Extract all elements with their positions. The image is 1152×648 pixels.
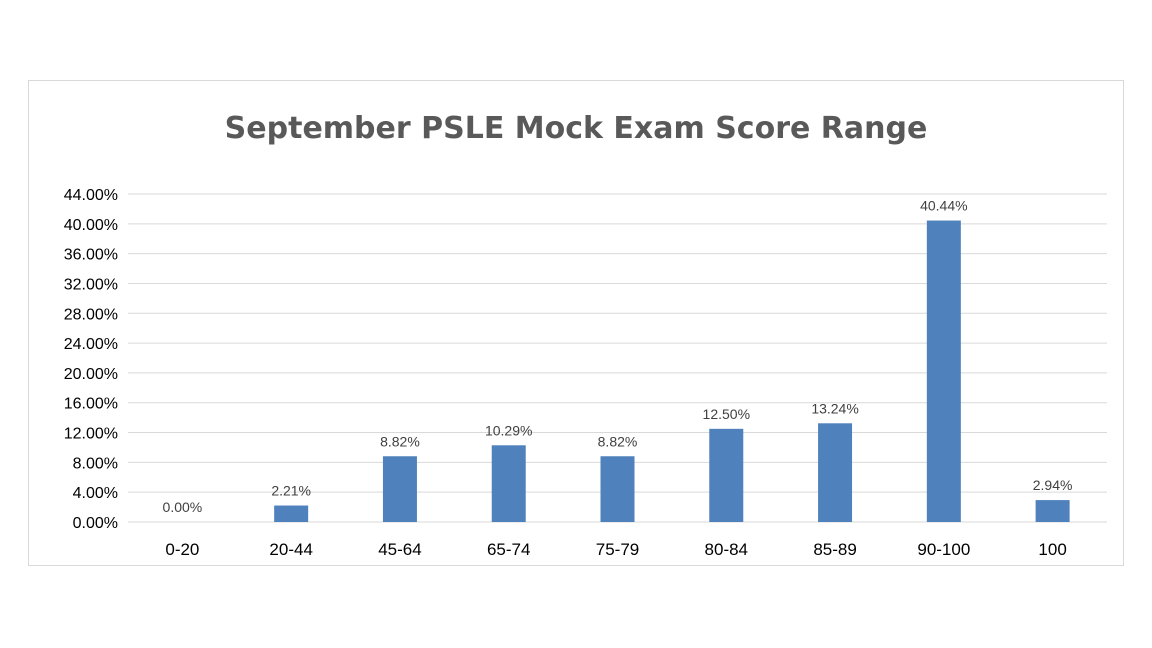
x-tick-label: 45-64: [378, 540, 421, 559]
x-tick-label: 80-84: [705, 540, 748, 559]
y-tick-label: 0.00%: [73, 515, 118, 532]
bar: [709, 428, 744, 522]
y-tick-label: 12.00%: [64, 426, 118, 443]
chart-svg: September PSLE Mock Exam Score Range 0.0…: [64, 111, 1107, 559]
chart-title: September PSLE Mock Exam Score Range: [225, 111, 928, 146]
y-tick-label: 24.00%: [64, 336, 118, 353]
bars: [274, 220, 1070, 522]
bar: [818, 423, 853, 522]
data-label: 2.94%: [1033, 477, 1073, 493]
data-label: 8.82%: [598, 433, 638, 449]
y-tick-label: 20.00%: [64, 366, 118, 383]
data-label: 8.82%: [380, 433, 420, 449]
x-axis-ticks: 0-20 20-44 45-64 65-74 75-79 80-84 85-89 90-100…: [165, 540, 1066, 559]
y-tick-label: 8.00%: [73, 455, 118, 472]
x-tick-label: 90-100: [917, 540, 970, 559]
y-tick-label: 36.00%: [64, 247, 118, 264]
bar: [600, 456, 635, 522]
x-tick-label: 75-79: [596, 540, 639, 559]
bar: [274, 505, 309, 522]
y-axis-ticks: 0.00% 4.00% 8.00% 12.00% 16.00% 20.00% 24.00% 2…: [64, 187, 118, 532]
x-tick-label: 85-89: [813, 540, 856, 559]
y-tick-label: 16.00%: [64, 396, 118, 413]
bar: [491, 445, 526, 522]
y-tick-label: 32.00%: [64, 276, 118, 293]
y-tick-label: 4.00%: [73, 485, 118, 502]
data-label: 13.24%: [811, 400, 858, 416]
data-labels: 0.00% 2.21% 8.82% 10.29% 8.82% 12.50% 13.24% 40…: [163, 198, 1073, 515]
x-tick-label: 0-20: [165, 540, 199, 559]
data-label: 0.00%: [163, 499, 203, 515]
bar: [1035, 500, 1070, 522]
x-tick-label: 20-44: [269, 540, 312, 559]
bar: [926, 220, 961, 522]
y-tick-label: 40.00%: [64, 217, 118, 234]
x-tick-label: 65-74: [487, 540, 530, 559]
x-tick-label: 100: [1038, 540, 1066, 559]
data-label: 12.50%: [703, 406, 750, 422]
data-label: 40.44%: [920, 198, 967, 214]
data-label: 10.29%: [485, 422, 532, 438]
chart-frame: September PSLE Mock Exam Score Range 0.0…: [28, 80, 1124, 566]
y-tick-label: 28.00%: [64, 306, 118, 323]
data-label: 2.21%: [271, 483, 311, 499]
bar: [382, 456, 417, 522]
y-tick-label: 44.00%: [64, 187, 118, 204]
